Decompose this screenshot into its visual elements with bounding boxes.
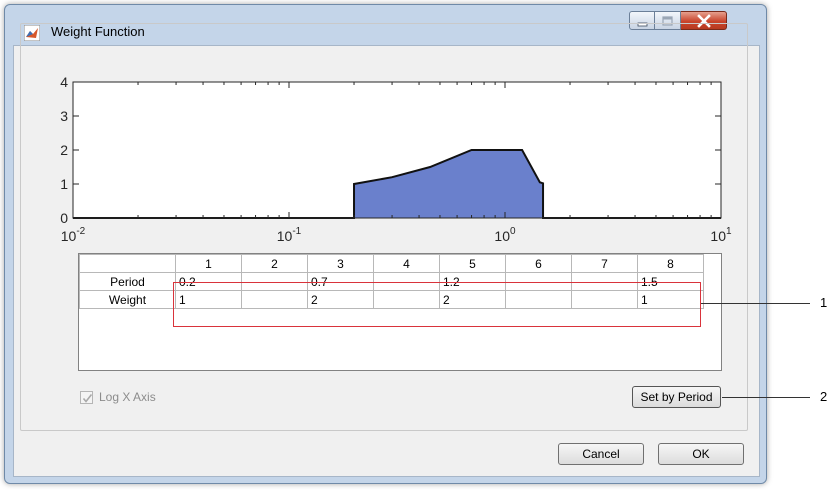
- weight-outline: [73, 149, 721, 219]
- x-tick-label: 100: [494, 226, 516, 244]
- column-header: 5: [439, 254, 506, 273]
- y-tick-label: 0: [60, 210, 68, 226]
- callout-1-line: [701, 303, 810, 304]
- column-header: 6: [505, 254, 572, 273]
- table-cell[interactable]: 1.5: [637, 272, 704, 291]
- column-header: 2: [241, 254, 308, 273]
- title-bar[interactable]: Weight Function: [5, 5, 766, 41]
- checkmark-icon: [82, 394, 93, 403]
- row-header: Weight: [79, 290, 176, 309]
- weight-chart: 0 1 2 3 4 10-2 10-1 100 101: [60, 74, 732, 244]
- table-cell[interactable]: [505, 272, 572, 291]
- table-cell[interactable]: 1: [637, 290, 704, 309]
- x-tick-label: 10-1: [277, 226, 302, 244]
- table-cell[interactable]: [571, 272, 638, 291]
- table-cell[interactable]: [571, 290, 638, 309]
- ok-button[interactable]: OK: [658, 443, 744, 465]
- log-x-axis-label: Log X Axis: [99, 390, 156, 404]
- callout-1-label: 1: [820, 295, 828, 310]
- maximize-icon: [662, 16, 673, 26]
- table-cell[interactable]: 2: [439, 290, 506, 309]
- close-button[interactable]: [681, 11, 727, 30]
- column-header: 8: [637, 254, 704, 273]
- close-icon: [697, 14, 711, 28]
- cancel-button[interactable]: Cancel: [558, 443, 644, 465]
- table-row: Period 0.2 0.7 1.2 1.5: [79, 272, 704, 291]
- table-cell[interactable]: 1.2: [439, 272, 506, 291]
- y-tick-label: 1: [60, 176, 68, 192]
- column-header: 3: [307, 254, 374, 273]
- table-cell[interactable]: [505, 290, 572, 309]
- column-header: 4: [373, 254, 440, 273]
- table-cell[interactable]: [241, 290, 308, 309]
- table-cell[interactable]: [241, 272, 308, 291]
- table-cell[interactable]: 0.2: [175, 272, 242, 291]
- plot-frame: [72, 81, 722, 219]
- table-corner-cell: [79, 254, 176, 273]
- period-weight-table: 1 2 3 4 5 6 7 8 Period 0.2 0.7 1.2 1.5 Weight 1 2 2 1: [78, 253, 722, 371]
- y-tick-label: 3: [60, 108, 68, 124]
- row-header: Period: [79, 272, 176, 291]
- table-cell[interactable]: [373, 272, 440, 291]
- x-tick-label: 101: [710, 226, 732, 244]
- y-tick-label: 4: [60, 74, 68, 90]
- table-row: Weight 1 2 2 1: [79, 290, 704, 309]
- table-cell[interactable]: 1: [175, 290, 242, 309]
- log-x-axis-checkbox-box[interactable]: [80, 391, 93, 404]
- maximize-button[interactable]: [655, 11, 681, 30]
- table-cell[interactable]: 0.7: [307, 272, 374, 291]
- column-header: 7: [571, 254, 638, 273]
- table-cell[interactable]: [373, 290, 440, 309]
- set-by-period-button[interactable]: Set by Period: [632, 386, 721, 408]
- table-grid: 1 2 3 4 5 6 7 8 Period 0.2 0.7 1.2 1.5 Weight 1 2 2 1: [79, 254, 704, 309]
- content-panel: [20, 23, 748, 431]
- matlab-icon: [24, 25, 40, 41]
- window-title: Weight Function: [51, 24, 145, 39]
- x-tick-label: 10-2: [61, 226, 86, 244]
- column-header: 1: [175, 254, 242, 273]
- callout-2-label: 2: [820, 389, 828, 404]
- y-tick-label: 2: [60, 142, 68, 158]
- table-cell[interactable]: 2: [307, 290, 374, 309]
- callout-2-line: [722, 397, 810, 398]
- weight-area: [73, 150, 721, 218]
